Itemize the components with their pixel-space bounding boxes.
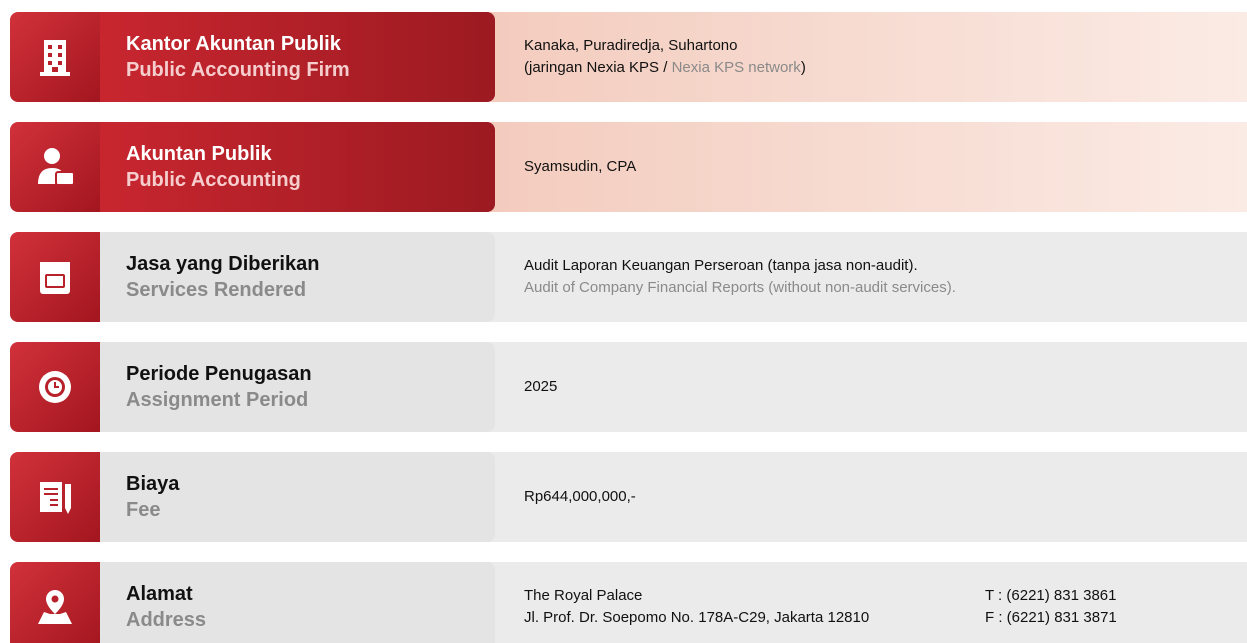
contact-info: T : (6221) 831 3861 F : (6221) 831 3871 [985,562,1117,643]
value-line: The Royal Palace [524,585,869,607]
row-label: Kantor Akuntan Publik Public Accounting F… [100,12,495,102]
icon-glyph [38,148,75,186]
value-line: 2025 [524,376,557,398]
value-background [470,12,1247,102]
value-line: (jaringan Nexia KPS / Nexia KPS network) [524,57,806,79]
info-row: Alamat Address The Royal Palace Jl. Prof. D… [0,562,1247,643]
value-background [470,232,1247,322]
value-text: 2025 [524,378,558,395]
value-text: Jl. Prof. Dr. Soepomo No. 178A-C29, Jaka… [524,609,870,626]
row-value: Audit Laporan Keuangan Perseroan (tanpa … [524,232,956,322]
icon-glyph [38,590,72,624]
icon-glyph [40,40,70,76]
value-text: Kanaka, Puradiredja, Suhartono [524,37,738,54]
info-row: Periode Penugasan Assignment Period 2025 [0,342,1247,432]
row-icon [10,452,100,542]
info-row: Akuntan Publik Public Accounting Syamsudin… [0,122,1247,212]
value-line: Audit Laporan Keuangan Perseroan (tanpa … [524,255,956,277]
row-value: Kanaka, Puradiredja, Suhartono (jaringan … [524,12,806,102]
label-indonesian: Akuntan Publik [126,143,272,165]
label-indonesian: Biaya [126,473,180,495]
row-value: The Royal Palace Jl. Prof. Dr. Soepomo No… [524,562,869,643]
row-label: Biaya Fee [100,452,495,542]
value-line: Rp644,000,000,- [524,486,636,508]
label-indonesian: Alamat [126,583,193,605]
info-row: Jasa yang Diberikan Services Rendered Audi… [0,232,1247,322]
row-value: Rp644,000,000,- [524,452,636,542]
icon-glyph [39,371,71,403]
row-icon [10,232,100,322]
row-icon [10,12,100,102]
label-english: Assignment Period [126,389,309,411]
value-text: Audit Laporan Keuangan Perseroan (tanpa … [524,257,918,274]
label-english: Fee [126,499,161,521]
icon-glyph [40,482,71,514]
info-row: Kantor Akuntan Publik Public Accounting F… [0,12,1247,102]
icon-glyph [40,262,70,294]
label-english: Public Accounting [126,169,301,191]
contact-line: T : (6221) 831 3861 [985,587,1117,604]
value-text: Rp644,000,000,- [524,488,636,505]
value-text: Audit of Company Financial Reports (with… [524,279,956,296]
label-english: Public Accounting Firm [126,59,350,81]
value-text: The Royal Palace [524,587,643,604]
row-label: Periode Penugasan Assignment Period [100,342,495,432]
row-value: 2025 [524,342,557,432]
value-background [470,122,1247,212]
row-icon [10,562,100,643]
row-label: Jasa yang Diberikan Services Rendered [100,232,495,322]
value-line: Syamsudin, CPA [524,156,636,178]
value-background [470,452,1247,542]
label-indonesian: Kantor Akuntan Publik [126,33,341,55]
value-text: (jaringan Nexia KPS / [524,59,672,76]
value-text: Syamsudin, CPA [524,158,637,175]
value-background [470,342,1247,432]
label-indonesian: Jasa yang Diberikan [126,253,320,275]
value-text: Nexia KPS network [671,59,801,76]
row-label: Alamat Address [100,562,495,643]
contact-line: F : (6221) 831 3871 [985,609,1117,626]
row-value: Syamsudin, CPA [524,122,636,212]
value-background [470,562,1247,643]
value-text: ) [800,59,806,76]
label-english: Address [126,609,207,631]
label-english: Services Rendered [126,279,307,301]
label-indonesian: Periode Penugasan [126,363,312,385]
value-line: Audit of Company Financial Reports (with… [524,277,956,299]
row-icon [10,122,100,212]
row-label: Akuntan Publik Public Accounting [100,122,495,212]
value-line: Jl. Prof. Dr. Soepomo No. 178A-C29, Jaka… [524,607,869,629]
value-line: Kanaka, Puradiredja, Suhartono [524,35,806,57]
row-icon [10,342,100,432]
info-row: Biaya Fee Rp644,000,000,- [0,452,1247,542]
